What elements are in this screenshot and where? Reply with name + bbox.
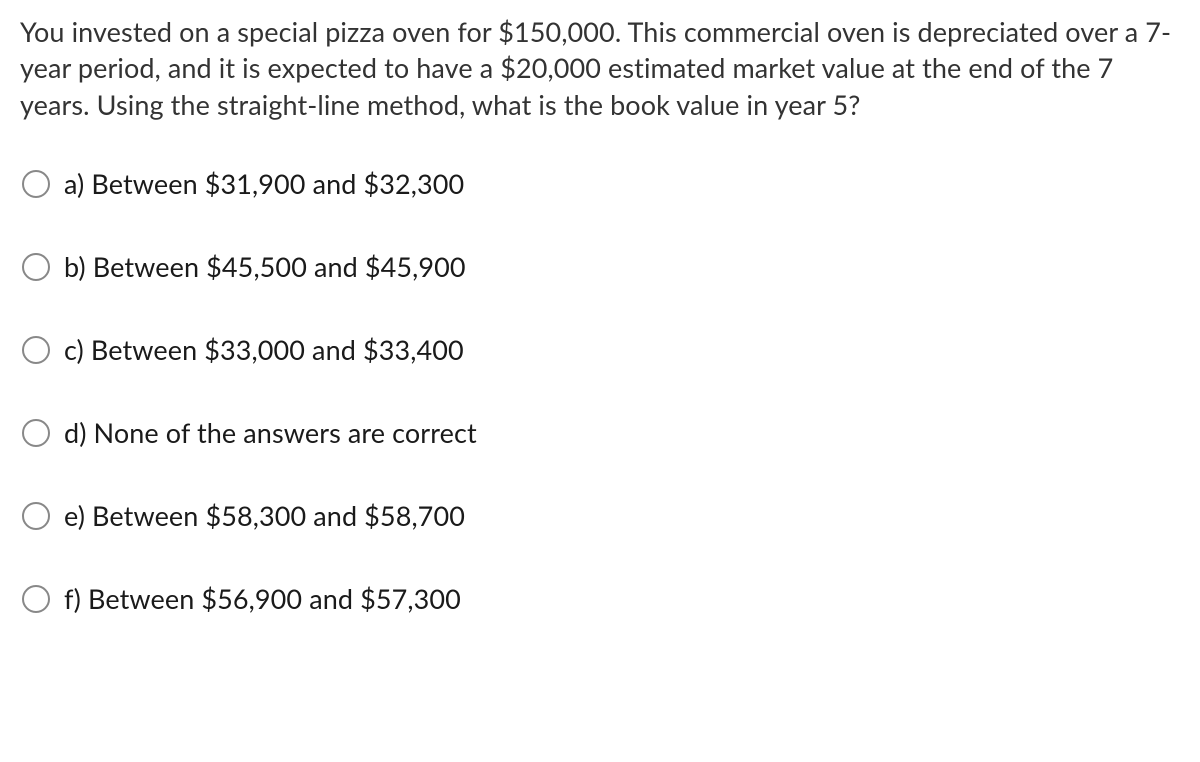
- option-c[interactable]: c) Between $33,000 and $33,400: [22, 333, 1180, 366]
- radio-icon[interactable]: [22, 419, 50, 447]
- radio-icon[interactable]: [22, 502, 50, 530]
- option-e[interactable]: e) Between $58,300 and $58,700: [22, 499, 1180, 532]
- option-label: d) None of the answers are correct: [64, 416, 477, 449]
- option-label: b) Between $45,500 and $45,900: [64, 250, 466, 283]
- option-d[interactable]: d) None of the answers are correct: [22, 416, 1180, 449]
- radio-icon[interactable]: [22, 336, 50, 364]
- option-label: f) Between $56,900 and $57,300: [64, 582, 461, 615]
- option-label: e) Between $58,300 and $58,700: [64, 499, 465, 532]
- radio-icon[interactable]: [22, 253, 50, 281]
- option-label: a) Between $31,900 and $32,300: [64, 167, 464, 200]
- option-b[interactable]: b) Between $45,500 and $45,900: [22, 250, 1180, 283]
- option-f[interactable]: f) Between $56,900 and $57,300: [22, 582, 1180, 615]
- options-list: a) Between $31,900 and $32,300 b) Betwee…: [20, 167, 1180, 615]
- option-a[interactable]: a) Between $31,900 and $32,300: [22, 167, 1180, 200]
- option-label: c) Between $33,000 and $33,400: [64, 333, 464, 366]
- radio-icon[interactable]: [22, 170, 50, 198]
- radio-icon[interactable]: [22, 585, 50, 613]
- question-text: You invested on a special pizza oven for…: [20, 14, 1180, 123]
